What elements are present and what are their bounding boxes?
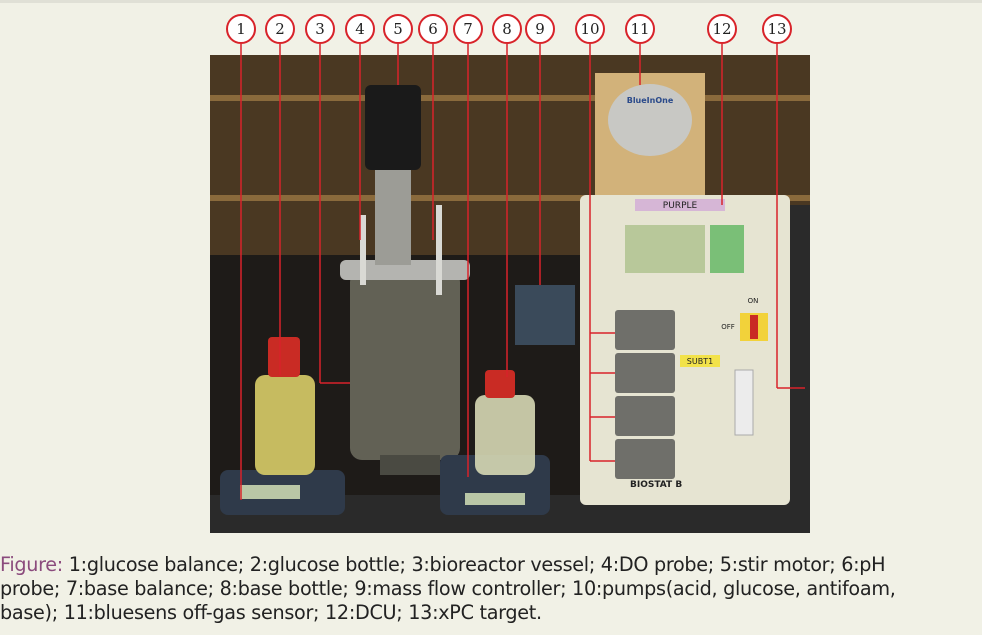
callout-9: 9 (525, 14, 555, 44)
callout-5: 5 (383, 14, 413, 44)
pump-2 (615, 353, 675, 393)
callout-2: 2 (265, 14, 295, 44)
base-bottle-cap (485, 370, 515, 398)
bioreactor-photo: BlueInOne PURPLE SUBT1 ON OFF BIOSTAT B (210, 55, 810, 533)
pump-3 (615, 396, 675, 436)
rotameter (734, 369, 754, 436)
photo-drawing: BlueInOne PURPLE SUBT1 ON OFF BIOSTAT B (210, 55, 810, 533)
subt1-tag-bg (680, 355, 720, 367)
callout-8: 8 (492, 14, 522, 44)
glucose-bottle-cap (268, 337, 300, 377)
bluesens-sensor (608, 84, 692, 156)
callout-10: 10 (575, 14, 605, 44)
callout-7: 7 (453, 14, 483, 44)
vessel-base (380, 455, 440, 475)
off-label: OFF (721, 323, 735, 331)
callout-13: 13 (762, 14, 792, 44)
base-balance-display (465, 493, 525, 505)
callout-12: 12 (707, 14, 737, 44)
caption-label: Figure: (0, 553, 63, 576)
glucose-balance-display (240, 485, 300, 499)
annotation-lines (240, 55, 805, 500)
callout-1: 1 (226, 14, 256, 44)
mass-flow-controller (515, 285, 575, 345)
caption-line-1-text: 1:glucose balance; 2:glucose bottle; 3:b… (62, 553, 886, 576)
bluesens-brand-text: BlueInOne (627, 96, 674, 105)
glucose-bottle (255, 375, 315, 475)
purple-label-bg (635, 199, 725, 211)
pump-1 (615, 310, 675, 350)
purple-label: PURPLE (663, 201, 698, 211)
figure-caption: Figure: 1:glucose balance; 2:glucose bot… (0, 553, 982, 625)
callout-11: 11 (625, 14, 655, 44)
xpc-target (790, 205, 810, 505)
callout-connectors (240, 44, 778, 55)
do-probe (360, 215, 366, 285)
shelf-1 (210, 95, 810, 101)
caption-line-1: Figure: 1:glucose balance; 2:glucose bot… (0, 553, 982, 577)
bioreactor-vessel (350, 270, 460, 460)
caption-line-2: probe; 7:base balance; 8:base bottle; 9:… (0, 577, 896, 600)
base-bottle (475, 395, 535, 475)
callout-3: 3 (305, 14, 335, 44)
power-switch (750, 315, 758, 339)
ph-probe (436, 205, 442, 295)
shelf-2 (210, 195, 810, 201)
biostat-label: BIOSTAT B (630, 480, 682, 490)
pump-4 (615, 439, 675, 479)
on-label: ON (748, 297, 759, 305)
dcu-display (625, 225, 705, 273)
dcu-keypad (710, 225, 744, 273)
subt1-tag: SUBT1 (687, 357, 713, 366)
stir-shaft (375, 170, 411, 265)
caption-line-3: base); 11:bluesens off-gas sensor; 12:DC… (0, 601, 542, 624)
callout-4: 4 (345, 14, 375, 44)
stir-motor (365, 85, 421, 170)
callout-6: 6 (418, 14, 448, 44)
